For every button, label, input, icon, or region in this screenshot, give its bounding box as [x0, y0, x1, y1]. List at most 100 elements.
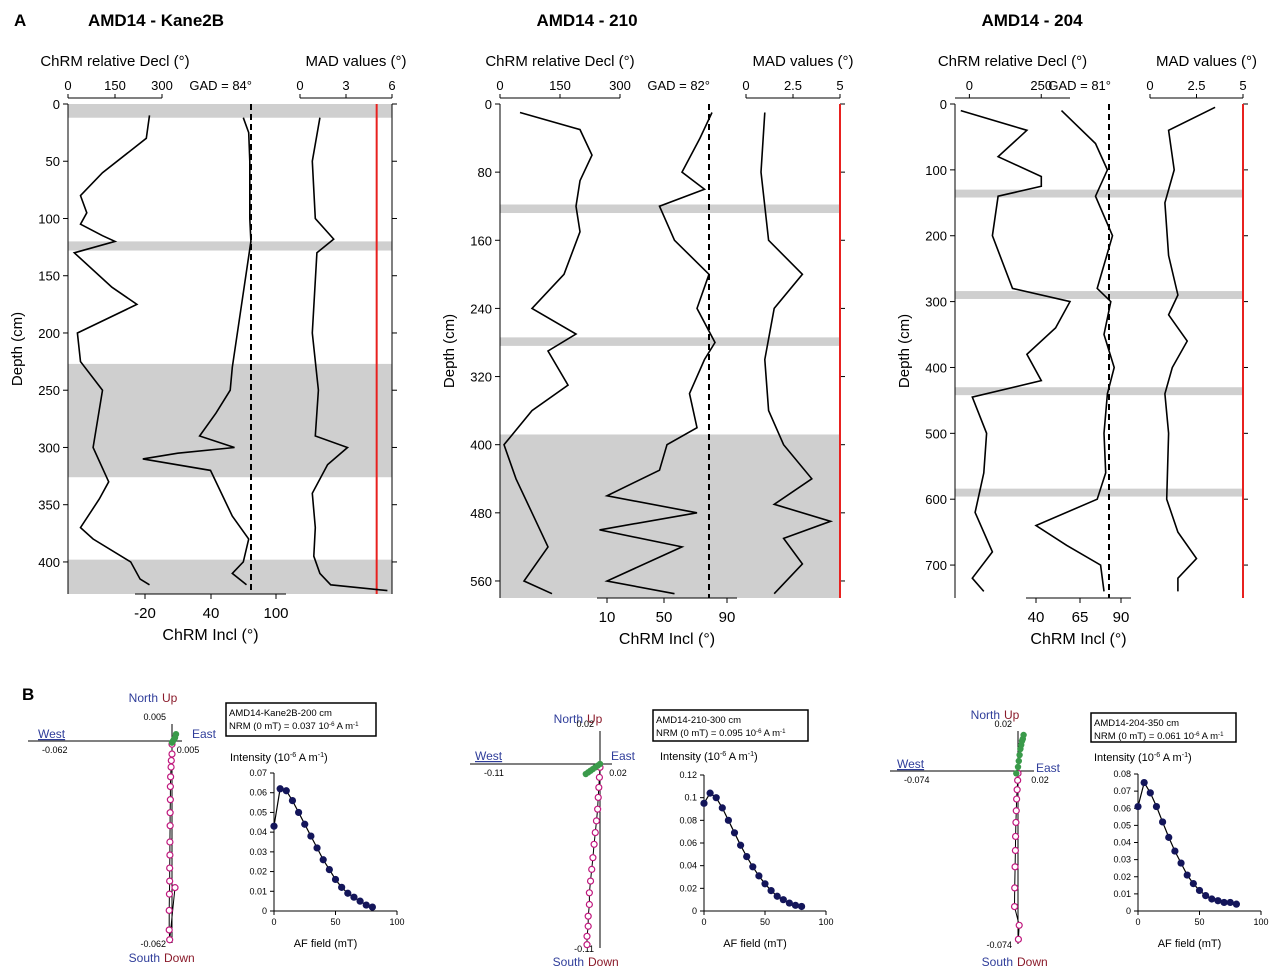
profile-1-gap-band-1 [68, 104, 392, 118]
profile-2-decl-tick-label: 150 [549, 78, 571, 93]
profile-1-gad-label: GAD = 84° [189, 78, 252, 93]
intensity-1-x-tick-label: 100 [389, 917, 404, 927]
intensity-1-y-tick-label: 0 [262, 906, 267, 916]
intensity-2-point [737, 841, 745, 849]
intensity-3-point [1189, 880, 1197, 888]
intensity-2-y-tick-label: 0.06 [679, 838, 697, 848]
intensity-2-point [773, 892, 781, 900]
profile-3-gap-band-1 [955, 189, 1243, 198]
intensity-2-point [700, 799, 708, 807]
profile-1-decl-line [72, 115, 151, 586]
zijderveld-1-horizontal-point [166, 783, 174, 791]
zijderveld-3-vertical-point [1014, 763, 1022, 771]
zijderveld-2-nrm-label: NRM (0 mT) = 0.095 10-6 A m-1 [656, 728, 786, 740]
intensity-3-point [1202, 891, 1210, 900]
profile-1-depth-tick-label: 250 [38, 383, 60, 398]
zijderveld-2-horizontal-point [592, 817, 601, 825]
profile-2-decl-tick-label: 300 [609, 78, 631, 93]
profile-1-mad-line [311, 117, 388, 592]
intensity-3-point [1183, 871, 1191, 879]
profile-2-mad-label: MAD values (°) [752, 53, 853, 70]
profile-1-gap-band-3 [68, 363, 392, 478]
zijderveld-2-horizontal-point [589, 854, 597, 862]
zijderveld-2-label-box [652, 709, 809, 742]
zijderveld-1-horizontal-point [171, 884, 179, 892]
intensity-2-xlabel: AF field (mT) [723, 938, 787, 950]
zijderveld-2-down-label: Down [588, 955, 619, 967]
zijderveld-3-up-label: Up [1004, 708, 1020, 722]
intensity-2-point [743, 853, 751, 861]
intensity-2-point [724, 816, 733, 824]
profile-2-depth-tick-label: 400 [470, 438, 492, 453]
zijderveld-1-tick-bottom: -0.062 [140, 939, 166, 949]
profile-1-mad-tick-label: 3 [342, 78, 349, 93]
profile-1-incl-axis-label: ChRM Incl (°) [162, 627, 258, 644]
profile-1-depth-tick-label: 400 [38, 555, 60, 570]
intensity-1-point [362, 901, 370, 909]
intensity-2-line [703, 792, 802, 908]
zijderveld-2-horizontal-point [585, 889, 593, 897]
profile-3-mad-label: MAD values (°) [1156, 53, 1257, 70]
profile-3-incl-line [1034, 110, 1116, 592]
intensity-1-x-tick-label: 50 [330, 917, 340, 927]
zijderveld-3-horizontal-point [1010, 902, 1019, 911]
profile-3-decl-line [960, 109, 1072, 592]
profile-3-incl-tick-label: 40 [1028, 609, 1045, 626]
profile-3-incl-tick-label: 90 [1113, 609, 1130, 626]
intensity-2-point [706, 789, 714, 797]
intensity-3-line [1137, 781, 1237, 905]
intensity-1-line [273, 788, 373, 908]
profile-1-title: AMD14 - Kane2B [88, 11, 224, 30]
profile-1-gap-band-4 [68, 559, 392, 594]
profile-2-incl-line [599, 112, 716, 595]
zijderveld-2-horizontal-point [583, 932, 591, 940]
zijderveld-2-horizontal-point [594, 793, 602, 802]
zijderveld-2-tick-bottom: -0.11 [574, 944, 594, 954]
zijderveld-1-horizontal-point [166, 796, 174, 804]
intensity-3-point [1214, 897, 1222, 905]
zijderveld-1-horizontal-point [165, 926, 173, 934]
panel-label-b: B [22, 685, 34, 704]
intensity-1-point [350, 893, 358, 901]
profile-1-depth-tick-label: 200 [38, 326, 60, 341]
intensity-1-point [282, 787, 290, 795]
profile-1-mad-tick-label: 0 [296, 78, 303, 93]
intensity-2-point [767, 887, 775, 895]
intensity-2-point [749, 863, 757, 871]
intensity-2-y-tick-label: 0.1 [684, 793, 697, 803]
profile-3-depth-tick-label: 0 [940, 97, 947, 112]
profile-2-gap-band-2 [500, 337, 840, 346]
zijderveld-1-horizontal-point [166, 809, 174, 817]
zijderveld-1-horizontal-point [165, 906, 173, 915]
zijderveld-2-horizontal-point [595, 783, 603, 792]
profile-3-depth-tick-label: 100 [925, 163, 947, 178]
profile-2-depth-axis-label: Depth (cm) [441, 314, 458, 388]
zijderveld-3-tick-bottom: -0.074 [986, 940, 1012, 950]
profile-2-incl-tick-label: 50 [656, 609, 673, 626]
profile-1-depth-tick-label: 0 [53, 97, 60, 112]
profile-2-decl-tick-label: 0 [496, 78, 503, 93]
zijderveld-3-sample-label: AMD14-204-350 cm [1094, 718, 1179, 729]
zijderveld-3-horizontal-point [1011, 832, 1020, 841]
intensity-2-point [785, 899, 794, 907]
zijderveld-1-nrm-label: NRM (0 mT) = 0.037 10-6 A m-1 [229, 721, 359, 733]
intensity-1-point [301, 820, 309, 828]
zijderveld-1-up-label: Up [162, 691, 178, 705]
zijderveld-3-down-label: Down [1017, 955, 1048, 967]
profile-3-gap-band-3 [955, 387, 1243, 396]
profile-3-gad-label: GAD = 81° [1048, 78, 1111, 93]
intensity-1-y-tick-label: 0.05 [249, 807, 267, 817]
profile-3-mad-line [1164, 106, 1216, 592]
panel-label-a: A [14, 11, 26, 30]
zijderveld-1-sample-label: AMD14-Kane2B-200 cm [229, 708, 332, 719]
intensity-2-point [761, 880, 769, 888]
profile-2-mad-line [760, 112, 834, 595]
zijderveld-1-horizontal-point [168, 750, 176, 758]
zijderveld-1-horizontal-point [167, 763, 175, 771]
profile-2-title: AMD14 - 210 [536, 11, 637, 30]
profile-2-depth-tick-label: 160 [470, 233, 492, 248]
profile-3-mad-tick-label: 2.5 [1187, 78, 1205, 93]
profile-1-mad-tick-label: 6 [388, 78, 395, 93]
zijderveld-3-horizontal-point [1015, 921, 1023, 929]
profile-2-mad-tick-label: 2.5 [784, 78, 802, 93]
